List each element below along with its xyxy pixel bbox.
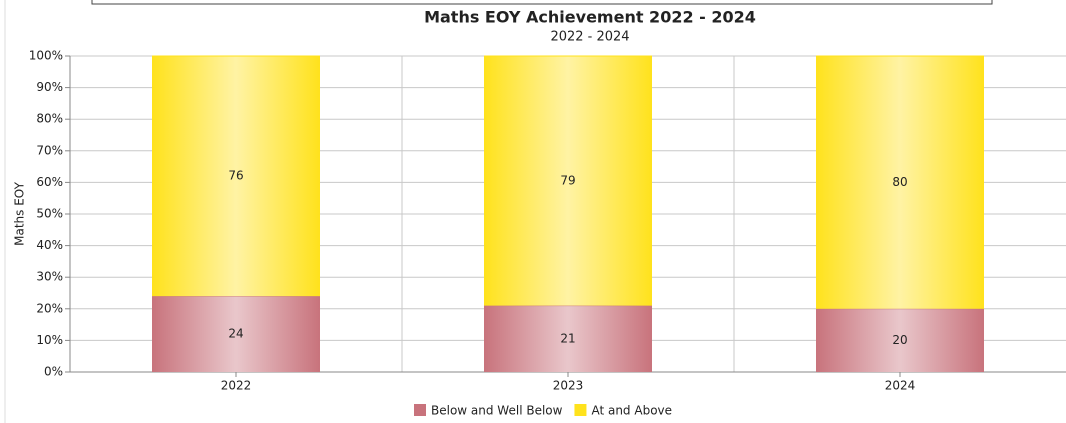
y-axis-label: Maths EOY [13,181,27,245]
bar-segment [152,296,320,372]
x-tick-label: 2023 [553,379,584,393]
bar-segment [816,56,984,309]
data-label: 21 [560,331,575,345]
y-tick-label: 70% [36,143,63,157]
y-tick-label: 30% [36,270,63,284]
legend-label: At and Above [591,404,672,418]
x-tick-label: 2022 [221,379,252,393]
y-tick-label: 0% [44,365,63,379]
top-frame [91,0,993,5]
y-tick-label: 20% [36,301,63,315]
legend-label: Below and Well Below [431,404,563,418]
bar-segment [484,305,652,372]
legend-swatch [574,404,587,416]
y-tick-label: 80% [36,112,63,126]
y-tick-label: 40% [36,238,63,252]
bar-segment [816,308,984,372]
y-tick-label: 100% [29,49,63,63]
chart-title: Maths EOY Achievement 2022 - 2024 [424,8,756,27]
bar-segment [484,56,652,306]
data-label: 80 [892,175,907,189]
y-tick-label: 60% [36,175,63,189]
legend-swatch [414,404,426,416]
data-label: 76 [228,169,243,183]
y-tick-label: 10% [36,333,63,347]
bar-segment [152,56,320,297]
data-label: 79 [560,173,575,187]
data-label: 24 [228,327,243,341]
y-tick-label: 90% [36,80,63,94]
y-tick-label: 50% [36,207,63,221]
chart-subtitle: 2022 - 2024 [550,30,629,45]
x-tick-label: 2024 [885,379,916,393]
data-label: 20 [892,333,907,347]
